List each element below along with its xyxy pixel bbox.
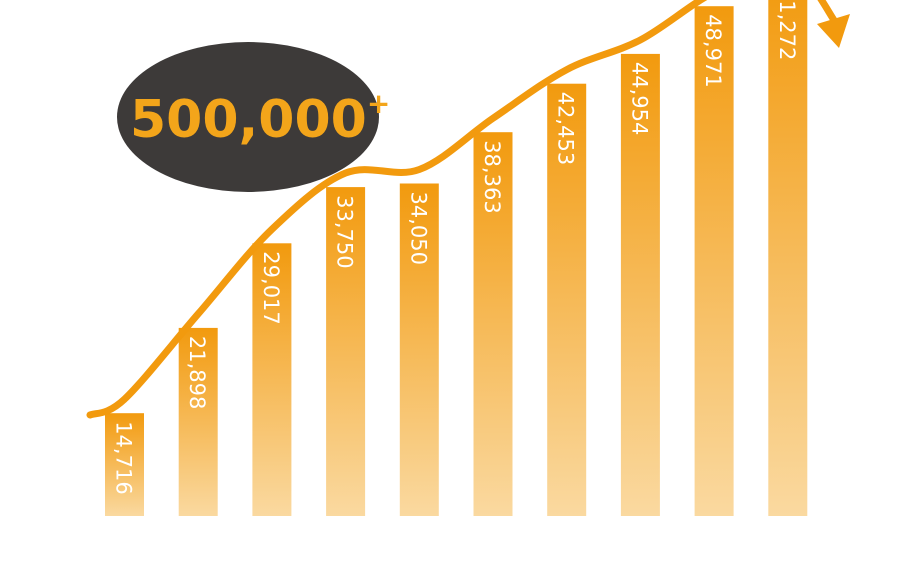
bar — [105, 413, 144, 516]
bar — [473, 132, 513, 516]
bar-value-label: 21,898 — [185, 336, 209, 409]
bar-value-label: 44,954 — [627, 62, 651, 135]
badge-background — [117, 42, 379, 192]
bar-value-label: 34,050 — [406, 192, 430, 265]
bar — [326, 187, 366, 516]
bar-value-label: 48,971 — [701, 14, 725, 87]
badge-text: 500,000+ — [130, 87, 390, 150]
bar — [768, 0, 808, 516]
trend-arrow-head — [817, 14, 850, 48]
trend-line-group — [86, 0, 850, 419]
bar-value-label: 14,716 — [112, 421, 136, 494]
bar-value-label: 42,453 — [554, 92, 578, 165]
badge-superscript: + — [367, 87, 390, 120]
bar — [547, 83, 587, 516]
bars-group — [105, 0, 808, 517]
bar-value-label: 51,272 — [775, 0, 799, 60]
milestone-badge: 500,000+ — [117, 42, 390, 192]
bar — [694, 6, 734, 516]
trend-line — [86, 0, 842, 419]
bar-value-label: 29,017 — [259, 251, 283, 324]
bar — [178, 327, 218, 516]
data-labels-group: 14,716 21,898 29,017 33,750 34,050 38,363 42,4… — [112, 0, 799, 495]
badge-value: 500,000 — [130, 90, 367, 150]
bar — [252, 243, 292, 517]
bar-value-label: 38,363 — [480, 140, 504, 213]
bar — [399, 183, 439, 516]
bar — [620, 53, 660, 517]
bar-value-label: 33,750 — [333, 195, 357, 268]
